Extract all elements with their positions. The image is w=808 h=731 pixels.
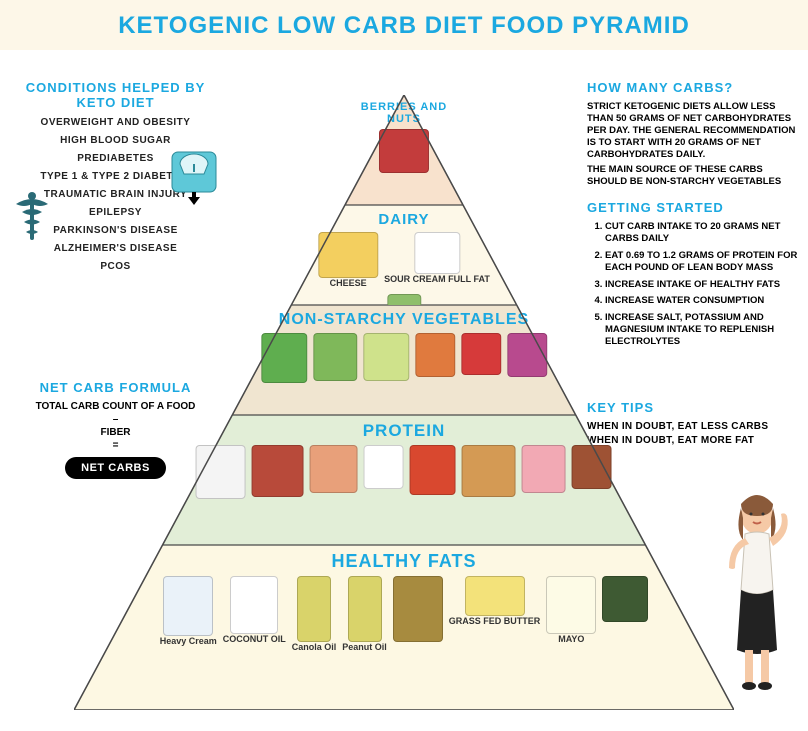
carbs-heading: HOW MANY CARBS? [587,80,802,95]
title-bar: KETOGENIC LOW CARB DIET FOOD PYRAMID [0,0,808,50]
food-pyramid: BERRIES AND NUTS DAIRY CHEESESOUR CREAM … [74,95,734,715]
pyramid-outline [74,95,734,710]
page-title: KETOGENIC LOW CARB DIET FOOD PYRAMID [0,12,808,40]
caduceus-icon [12,190,52,245]
